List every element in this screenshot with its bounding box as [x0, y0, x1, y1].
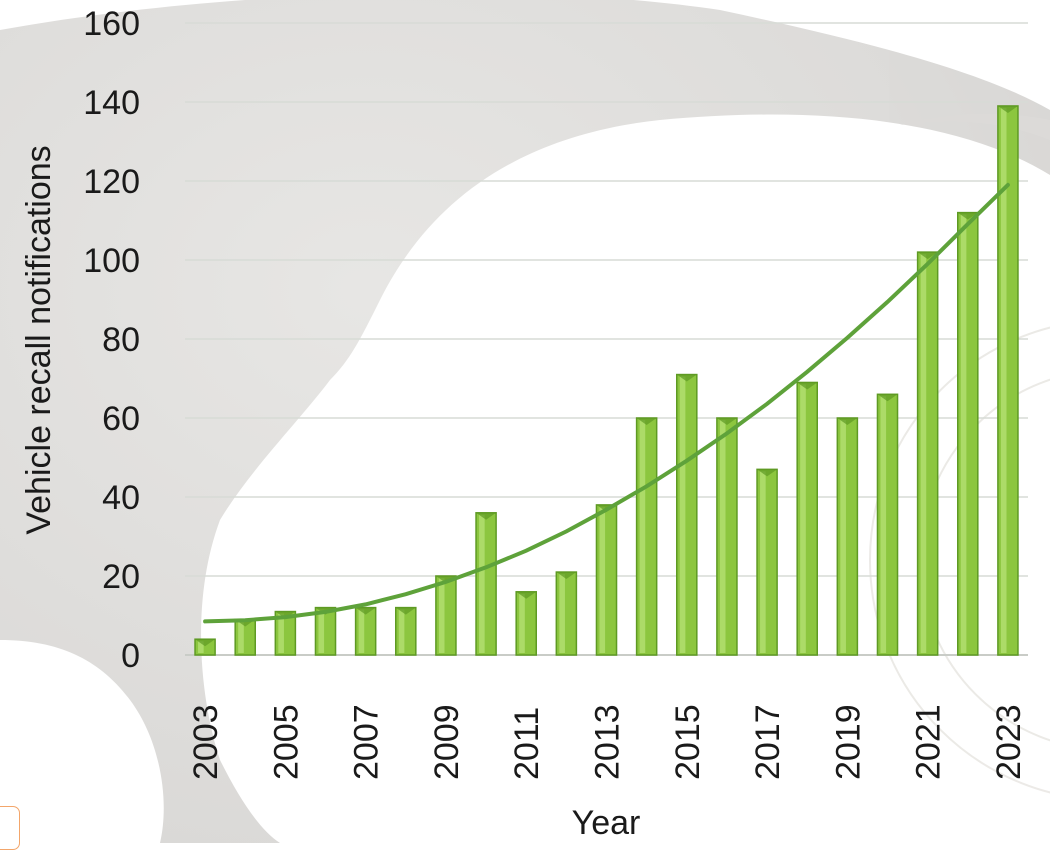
x-tick-label-2009: 2009: [428, 704, 466, 780]
bar-2015: [676, 373, 698, 656]
x-tick-label-2019: 2019: [829, 704, 867, 780]
bar-2017: [756, 468, 778, 656]
bar-2011: [515, 591, 538, 656]
y-tick-label-0: 0: [121, 637, 140, 675]
x-tick-label-2013: 2013: [589, 704, 627, 780]
bar-2010: [475, 512, 497, 656]
y-axis-title: Vehicle recall notifications: [20, 145, 58, 534]
bar-2014: [635, 417, 658, 656]
y-axis-tick-labels: 0 20 40 60 80 100 120 140 160: [83, 5, 140, 675]
bar-2013: [595, 504, 618, 656]
x-tick-label-2021: 2021: [910, 704, 948, 780]
y-tick-label-60: 60: [102, 400, 140, 438]
bar-2009: [435, 575, 457, 656]
x-tick-label-2015: 2015: [669, 704, 707, 780]
bar-2021: [916, 251, 939, 656]
x-axis-title: Year: [572, 804, 641, 842]
corner-shape: [0, 806, 20, 850]
bar-2008: [395, 606, 417, 656]
trend-line: [203, 182, 1010, 624]
y-tick-label-120: 120: [83, 163, 140, 201]
y-tick-label-160: 160: [83, 5, 140, 43]
x-tick-label-2023: 2023: [990, 704, 1028, 780]
x-tick-label-2011: 2011: [508, 707, 546, 780]
bar-2022: [957, 211, 979, 656]
y-tick-label-80: 80: [102, 321, 140, 359]
y-tick-label-40: 40: [102, 479, 140, 517]
bars: [194, 105, 1019, 656]
y-tick-label-100: 100: [83, 242, 140, 280]
y-tick-label-20: 20: [102, 558, 140, 596]
y-tick-label-140: 140: [83, 84, 140, 122]
bar-2007: [354, 606, 377, 656]
bar-2020: [876, 393, 899, 656]
bar-2016: [716, 417, 738, 656]
bar-2018: [796, 381, 819, 656]
bar-2023: [997, 105, 1019, 656]
bar-2003: [194, 638, 216, 656]
x-axis-tick-labels: 2003 2005 2007 2009 2011 2013 2015 2017 2019 2021…: [187, 704, 1028, 780]
x-tick-label-2007: 2007: [348, 704, 386, 780]
bar-2012: [555, 571, 578, 656]
x-tick-label-2005: 2005: [267, 704, 305, 780]
bar-2004: [234, 618, 257, 656]
x-tick-label-2003: 2003: [187, 704, 225, 780]
x-tick-label-2017: 2017: [749, 704, 787, 780]
bar-2005: [274, 610, 297, 656]
bar-2019: [836, 417, 859, 656]
